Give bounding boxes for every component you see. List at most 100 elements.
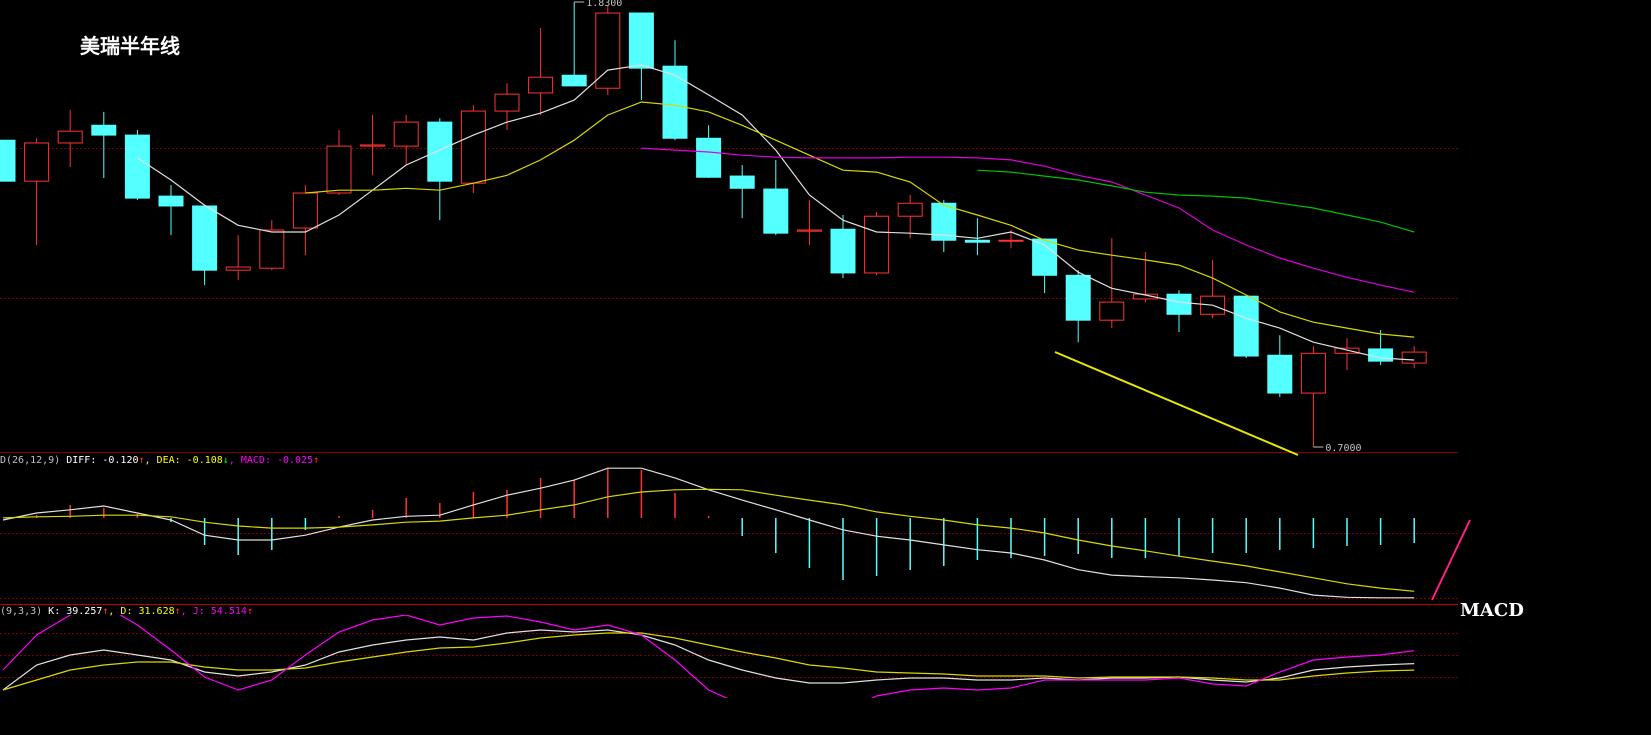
header-item: ↑: [313, 455, 319, 466]
candle-body: [91, 124, 117, 136]
candle-body: [1166, 293, 1192, 315]
candle-body: [1233, 295, 1259, 357]
header-item: , MACD: -0.025: [229, 455, 313, 466]
macd-bar: [203, 518, 206, 545]
candle-body: [158, 195, 184, 207]
macd-bar: [607, 468, 609, 518]
candle-body: [57, 130, 83, 144]
candle-body: [192, 205, 218, 271]
panel-label: MACD: [1460, 600, 1524, 621]
header-item: D(26,12,9): [0, 455, 66, 466]
low-label: 0.7000: [1325, 443, 1361, 454]
macd-bar: [506, 490, 508, 518]
macd-bar: [943, 518, 945, 566]
header-item: DIFF: -0.120: [66, 455, 138, 466]
candle-body: [326, 145, 352, 194]
candle-body: [360, 144, 386, 147]
candle-body: [1099, 301, 1125, 321]
candle-body: [763, 188, 789, 234]
candle-body: [528, 76, 554, 94]
header-item: ↑: [102, 606, 108, 617]
macd-bar: [909, 518, 911, 570]
candle-body: [628, 12, 654, 69]
chart-title: 美瑞半年线: [80, 34, 180, 58]
header-item: ↑: [138, 455, 144, 466]
ma-line: [641, 147, 1415, 293]
header-item: , J: 54.514: [181, 606, 247, 617]
candle-body: [24, 142, 50, 182]
candle-body: [998, 239, 1024, 242]
candle-body: [561, 74, 587, 87]
high-label: 1.8300: [586, 0, 622, 9]
candle-body: [225, 266, 251, 271]
macd-bar: [1010, 518, 1012, 558]
macd-bar: [1379, 518, 1382, 545]
price-panel: [0, 2, 1427, 447]
macd-bar: [69, 505, 71, 518]
macd-bar: [304, 518, 307, 530]
trend-line: [1054, 351, 1299, 456]
macd-bar: [1144, 518, 1147, 558]
ma-line: [305, 101, 1415, 338]
candle-body: [595, 12, 621, 89]
macd-bar: [674, 493, 676, 518]
candle-body: [662, 65, 688, 139]
macd-bar: [271, 518, 273, 550]
macd-panel: [2, 467, 1415, 599]
header-item: , DEA: -0.108: [145, 455, 223, 466]
candle-body: [427, 121, 453, 182]
macd-bar: [1211, 518, 1214, 553]
candle-body: [864, 215, 890, 274]
macd-bar: [136, 514, 139, 518]
candle-body: [897, 202, 923, 217]
candle-body: [1267, 354, 1293, 394]
candle-body: [1065, 274, 1091, 321]
candle-body: [1300, 352, 1326, 394]
macd-bar: [775, 518, 777, 553]
macd-bar: [1178, 518, 1180, 556]
macd-line: [2, 488, 1415, 592]
macd-bar: [1312, 518, 1315, 548]
panel-header: (9,3,3) K: 39.257↑, D: 31.628↑, J: 54.51…: [0, 606, 253, 617]
macd-bar: [338, 516, 340, 518]
macd-bar: [103, 508, 105, 518]
candle-body: [124, 134, 150, 199]
macd-bar: [976, 518, 979, 560]
candle-body: [292, 192, 318, 229]
ma-line: [137, 64, 1415, 361]
macd-bar: [741, 518, 743, 536]
macd-bar: [371, 510, 374, 518]
header-item: ↓: [223, 455, 229, 466]
macd-bar: [237, 518, 239, 555]
macd-bar: [1413, 518, 1415, 543]
candle-body: [964, 239, 990, 243]
candle-body: [0, 139, 16, 182]
header-item: , D: 31.628: [108, 606, 174, 617]
ma-line: [977, 169, 1415, 233]
macd-bar: [1111, 518, 1113, 558]
kdj-line: [2, 615, 1415, 698]
header-item: K: 39.257: [48, 606, 102, 617]
macd-bar: [1279, 518, 1281, 550]
macd-bar: [875, 518, 878, 576]
candle-body: [259, 229, 285, 269]
macd-bar: [573, 480, 575, 518]
macd-bar: [707, 516, 710, 518]
candle-body: [1032, 238, 1058, 276]
macd-bar: [439, 503, 441, 518]
macd-bar: [1245, 518, 1247, 553]
candle-body: [830, 228, 856, 274]
candle-body: [1368, 348, 1394, 362]
panel-header: D(26,12,9) DIFF: -0.120↑, DEA: -0.108↓, …: [0, 455, 319, 466]
macd-bar: [1043, 518, 1046, 556]
macd-bar: [539, 478, 542, 518]
header-item: (9,3,3): [0, 606, 48, 617]
macd-bar: [842, 518, 844, 580]
kdj-line: [2, 632, 1415, 691]
macd-bar: [1077, 518, 1079, 554]
candle-body: [1132, 293, 1158, 300]
